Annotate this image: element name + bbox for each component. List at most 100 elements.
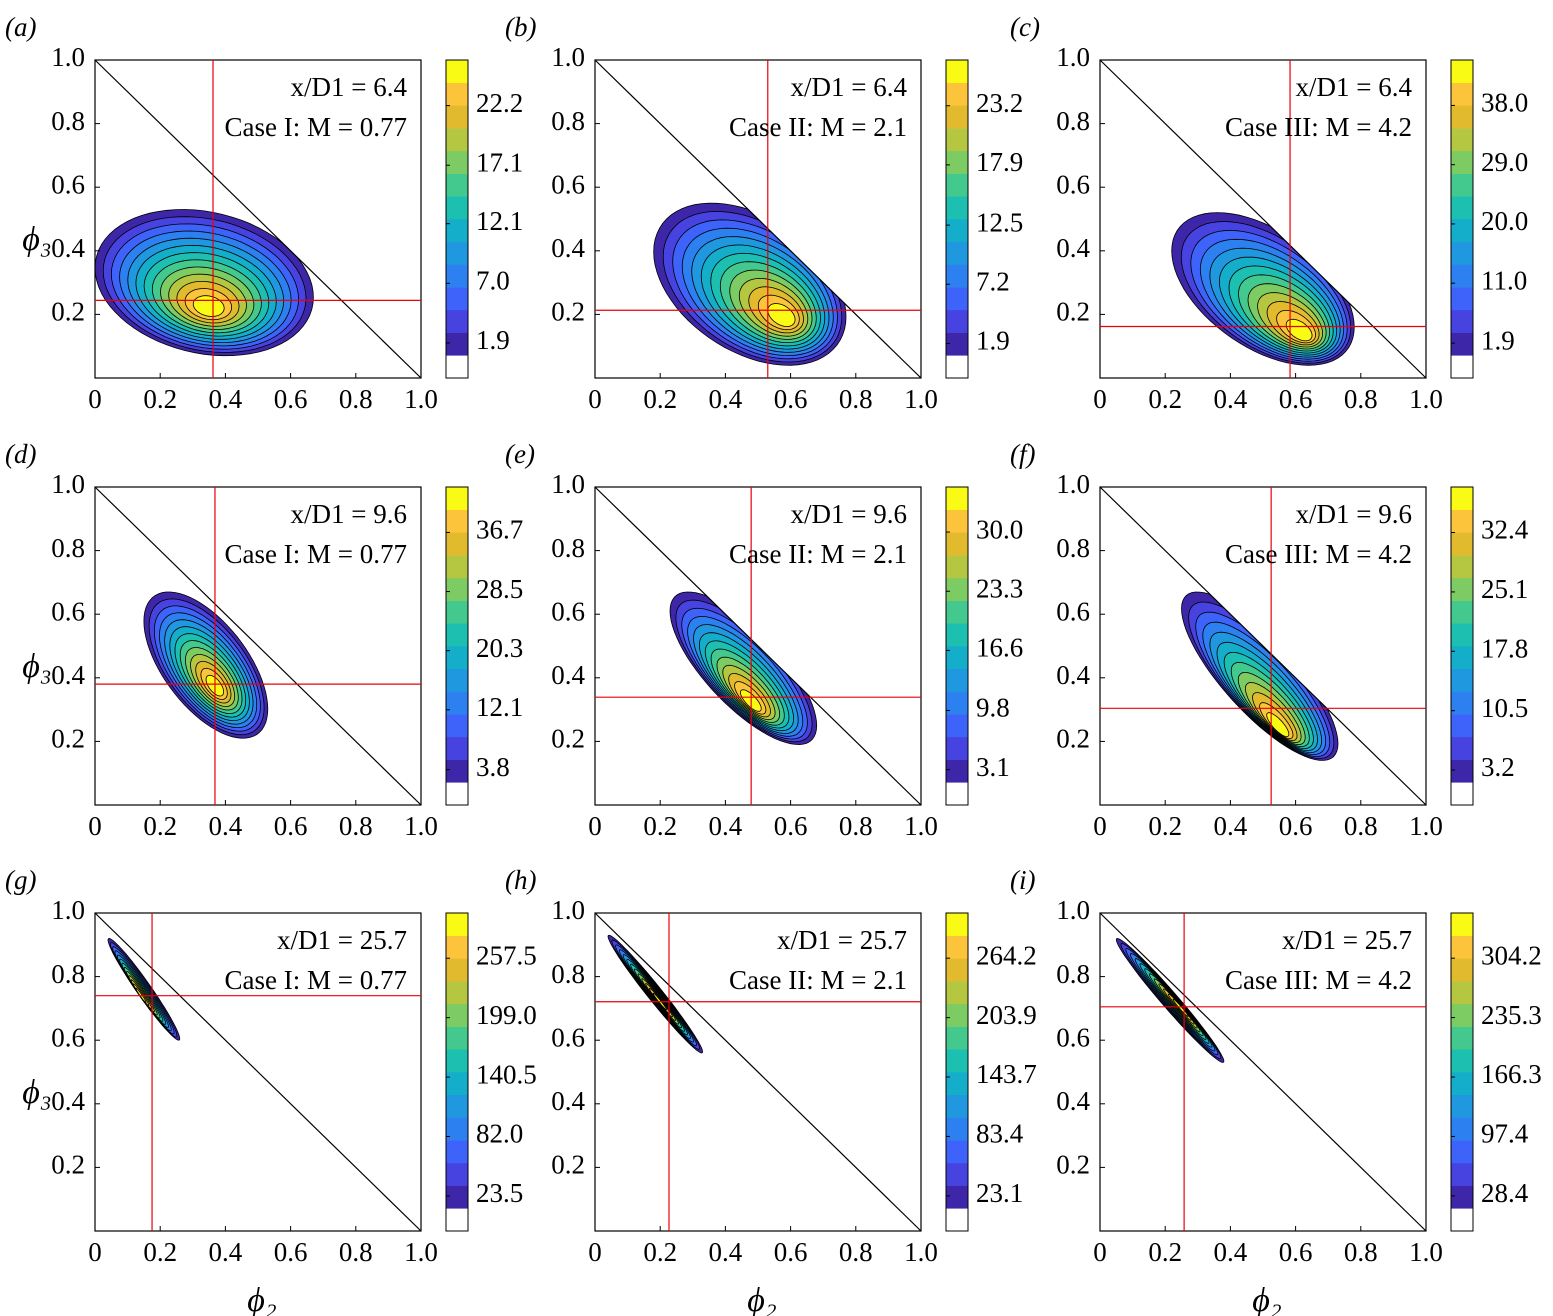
panel: (d) 0 0.2 0.4 0.6 0.8 1.0 0.2 0.4 0.6 0.8 1.0 ϕ₃ x/D1…: [5, 439, 523, 841]
y-tick-label: 0.6: [551, 596, 585, 626]
colorbar-band: [1451, 150, 1473, 174]
y-tick-label: 1.0: [551, 42, 585, 72]
colorbar-band: [1451, 1003, 1473, 1027]
colorbar-frame: [1450, 912, 1474, 1232]
y-tick-label: 0.8: [51, 959, 85, 989]
x-tick-label: 0.8: [1344, 1237, 1378, 1267]
colorbar-band: [946, 736, 968, 760]
colorbar-band: [946, 782, 968, 806]
y-tick-label: 0.4: [51, 660, 85, 690]
annotation: x/D1 = 25.7: [277, 925, 407, 955]
axes-frame: [1099, 486, 1427, 806]
y-tick-label: 0.6: [1056, 169, 1090, 199]
colorbar-band: [446, 1094, 468, 1118]
colorbar-band: [946, 600, 968, 624]
panel-label: (i): [1010, 865, 1035, 895]
contours: [1115, 938, 1225, 1063]
x-tick-label: 1.0: [404, 1237, 438, 1267]
colorbar-band: [446, 287, 468, 311]
colorbar-band: [946, 913, 968, 937]
colorbar-tick-label: 199.0: [476, 1000, 537, 1030]
y-tick-label: 0.8: [51, 106, 85, 136]
colorbar-band: [446, 332, 468, 356]
x-tick-label: 0.6: [774, 811, 808, 841]
colorbar-band: [1451, 1072, 1473, 1096]
colorbar-band: [946, 105, 968, 129]
y-tick-label: 0.4: [551, 233, 585, 263]
colorbar-band: [446, 782, 468, 806]
y-tick-label: 1.0: [1056, 469, 1090, 499]
panel-label: (h): [505, 865, 536, 895]
colorbar-band: [946, 1162, 968, 1186]
axes-frame: [94, 59, 422, 379]
x-tick-label: 0.2: [643, 811, 677, 841]
colorbar-band: [446, 219, 468, 243]
y-tick-label: 0.8: [1056, 533, 1090, 563]
y-tick-label: 0.4: [51, 233, 85, 263]
colorbar-band: [446, 1003, 468, 1027]
colorbar-band: [946, 173, 968, 197]
colorbar-frame: [445, 486, 469, 806]
colorbar-band: [1451, 1208, 1473, 1232]
colorbar-band: [1451, 309, 1473, 333]
x-tick-label: 0.8: [839, 1237, 873, 1267]
contour-level: [1266, 712, 1290, 737]
panel-label: (b): [505, 12, 536, 42]
diagonal: [594, 486, 922, 806]
colorbar-tick-label: 23.5: [476, 1178, 523, 1208]
colorbar-band: [1451, 646, 1473, 670]
colorbar-band: [1451, 487, 1473, 511]
contours: [95, 209, 314, 357]
colorbar-band: [946, 332, 968, 356]
x-tick-label: 0.2: [1148, 384, 1182, 414]
x-tick-label: 0: [588, 384, 602, 414]
y-tick-label: 0.8: [551, 959, 585, 989]
y-tick-label: 0.6: [1056, 1022, 1090, 1052]
y-tick-label: 0.2: [551, 1150, 585, 1180]
colorbar-band: [446, 958, 468, 982]
y-tick-label: 0.6: [51, 1022, 85, 1052]
x-tick-label: 0.6: [1279, 384, 1313, 414]
colorbar-band: [446, 736, 468, 760]
colorbar-tick-label: 97.4: [1481, 1119, 1529, 1149]
colorbar-band: [1451, 981, 1473, 1005]
diagonal: [94, 59, 422, 379]
colorbar-band: [1451, 1094, 1473, 1118]
annotation: x/D1 = 6.4: [1296, 72, 1413, 102]
x-tick-label: 1.0: [904, 811, 938, 841]
colorbar-band: [946, 487, 968, 511]
colorbar-band: [446, 487, 468, 511]
x-tick-label: 0: [1093, 811, 1107, 841]
y-tick-label: 0.2: [51, 297, 85, 327]
annotation: Case III: M = 4.2: [1225, 965, 1412, 995]
colorbar-band: [1451, 958, 1473, 982]
colorbar-band: [946, 714, 968, 738]
x-tick-label: 0.4: [209, 1237, 243, 1267]
colorbar-band: [946, 309, 968, 333]
colorbar-tick-label: 11.0: [1481, 265, 1527, 295]
y-axis-label: ϕ₃: [22, 648, 51, 685]
annotation: x/D1 = 25.7: [777, 925, 907, 955]
x-tick-label: 1.0: [404, 811, 438, 841]
x-tick-label: 0.6: [1279, 1237, 1313, 1267]
colorbar-band: [1451, 1026, 1473, 1050]
colorbar-band: [1451, 759, 1473, 783]
colorbar-band: [1451, 1049, 1473, 1073]
x-tick-label: 0.8: [339, 384, 373, 414]
colorbar-band: [1451, 355, 1473, 379]
y-tick-label: 0.2: [51, 724, 85, 754]
diagonal: [94, 912, 422, 1232]
diagonal: [594, 912, 922, 1232]
colorbar-band: [446, 264, 468, 288]
annotation: Case II: M = 2.1: [729, 112, 907, 142]
panel: (f) 0 0.2 0.4 0.6 0.8 1.0 0.2 0.4 0.6 0.8 1.0 x/D1 =…: [1010, 439, 1529, 841]
colorbar-band: [1451, 60, 1473, 84]
y-axis-label: ϕ₃: [22, 1074, 51, 1111]
colorbar-band: [446, 600, 468, 624]
colorbar-frame: [945, 912, 969, 1232]
colorbar-band: [946, 82, 968, 106]
colorbar-tick-label: 12.1: [476, 206, 523, 236]
colorbar-tick-label: 140.5: [476, 1059, 537, 1089]
y-tick-label: 0.8: [51, 533, 85, 563]
colorbar-band: [446, 577, 468, 601]
